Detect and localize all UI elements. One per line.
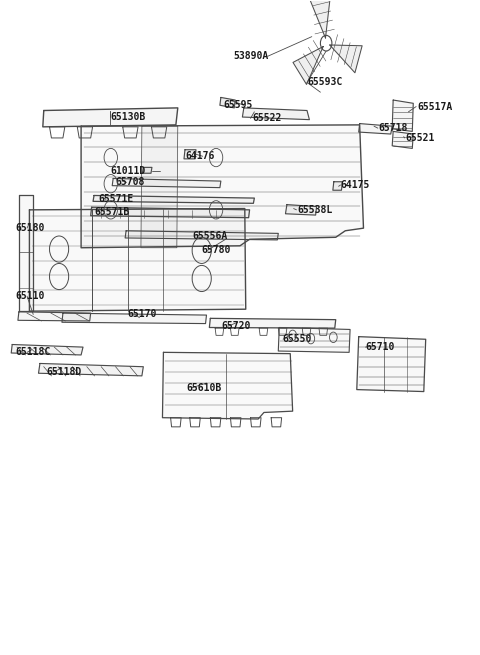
- Text: 65610B: 65610B: [186, 383, 222, 392]
- Polygon shape: [143, 168, 152, 174]
- Text: 65720: 65720: [222, 321, 251, 331]
- Text: 53890A: 53890A: [233, 51, 269, 62]
- Polygon shape: [184, 150, 196, 159]
- Polygon shape: [209, 318, 336, 328]
- Text: 65718: 65718: [379, 123, 408, 133]
- Text: 65522: 65522: [252, 113, 281, 123]
- Polygon shape: [91, 207, 250, 217]
- Polygon shape: [359, 124, 392, 134]
- Text: 65538L: 65538L: [298, 205, 333, 215]
- Text: 61011D: 61011D: [111, 166, 146, 176]
- Text: 65780: 65780: [202, 246, 231, 255]
- Polygon shape: [293, 47, 323, 84]
- Text: 65708: 65708: [116, 178, 145, 187]
- Text: 65118C: 65118C: [15, 347, 50, 358]
- Polygon shape: [392, 100, 413, 132]
- Text: 65110: 65110: [15, 291, 45, 301]
- Text: 65170: 65170: [128, 309, 157, 320]
- Text: 65571E: 65571E: [99, 195, 134, 204]
- Text: 65595: 65595: [223, 100, 252, 110]
- Polygon shape: [11, 345, 83, 355]
- Text: 65710: 65710: [365, 342, 395, 352]
- Text: 65118D: 65118D: [46, 367, 82, 377]
- Polygon shape: [125, 231, 278, 240]
- Polygon shape: [38, 364, 144, 376]
- Polygon shape: [112, 178, 221, 187]
- Polygon shape: [162, 352, 293, 419]
- Polygon shape: [286, 204, 317, 215]
- Polygon shape: [220, 98, 235, 108]
- Polygon shape: [141, 126, 178, 248]
- Text: 65571B: 65571B: [94, 208, 129, 217]
- Polygon shape: [18, 312, 91, 321]
- Polygon shape: [81, 125, 363, 248]
- Polygon shape: [19, 195, 33, 311]
- Polygon shape: [357, 337, 426, 392]
- Text: 64175: 64175: [340, 180, 370, 190]
- Polygon shape: [29, 208, 246, 311]
- Polygon shape: [242, 108, 310, 120]
- Polygon shape: [93, 195, 254, 203]
- Polygon shape: [43, 108, 178, 127]
- Text: 65550: 65550: [282, 334, 312, 345]
- Polygon shape: [330, 45, 362, 73]
- Polygon shape: [278, 328, 350, 352]
- Polygon shape: [62, 313, 206, 324]
- Text: 65180: 65180: [15, 223, 45, 233]
- Polygon shape: [310, 0, 331, 38]
- Text: 65517A: 65517A: [417, 102, 452, 111]
- Text: 64176: 64176: [185, 151, 215, 161]
- Text: 65130B: 65130B: [111, 112, 146, 122]
- Polygon shape: [392, 132, 413, 149]
- Text: 65556A: 65556A: [192, 231, 228, 241]
- Text: 65593C: 65593C: [307, 77, 342, 87]
- Text: 65521: 65521: [405, 133, 434, 143]
- Polygon shape: [333, 181, 342, 190]
